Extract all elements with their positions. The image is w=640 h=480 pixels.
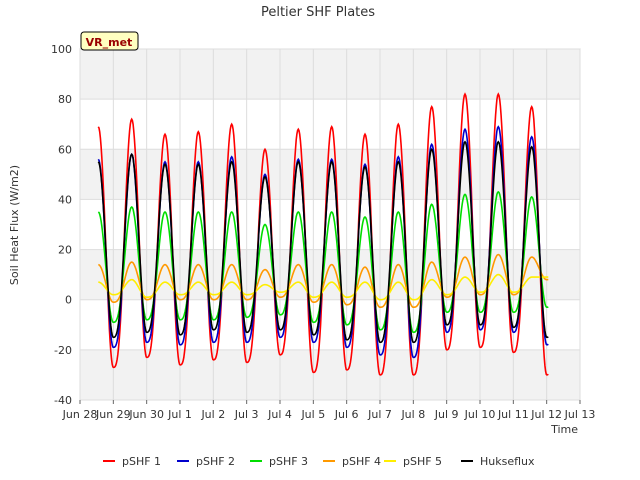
legend-item: pSHF 3 xyxy=(250,455,308,468)
x-tick-label: Jul 6 xyxy=(334,408,359,421)
chart-title: Peltier SHF Plates xyxy=(261,5,375,20)
grid-band xyxy=(80,349,580,400)
legend-label: pSHF 4 xyxy=(342,455,381,468)
x-tick-label: Jul 4 xyxy=(267,408,292,421)
x-tick-label: Jun 29 xyxy=(95,408,131,421)
y-tick-label: 100 xyxy=(51,43,72,56)
series-line-hukseflux xyxy=(97,140,549,344)
y-tick-label: -40 xyxy=(54,394,72,407)
x-tick-label: Jul 11 xyxy=(497,408,529,421)
annotation-box: VR_met xyxy=(80,31,139,51)
x-tick-label: Jul 5 xyxy=(300,408,325,421)
x-tick-label: Jul 3 xyxy=(234,408,259,421)
legend-item: Hukseflux xyxy=(461,455,535,468)
legend-item: pSHF 4 xyxy=(323,455,381,468)
legend-item: pSHF 2 xyxy=(177,455,235,468)
series-line-pshf-5 xyxy=(98,273,549,301)
legend-item: pSHF 5 xyxy=(384,455,442,468)
x-tick-label: Jul 2 xyxy=(200,408,225,421)
series-lines xyxy=(97,92,549,376)
legend-label: pSHF 5 xyxy=(403,455,442,468)
legend-label: Hukseflux xyxy=(480,455,535,468)
y-tick-label: 80 xyxy=(58,93,72,106)
legend-item: pSHF 1 xyxy=(103,455,161,468)
x-tick-label: Jul 1 xyxy=(167,408,192,421)
legend-label: pSHF 3 xyxy=(269,455,308,468)
annotation-text: VR_met xyxy=(86,36,133,49)
series-line-pshf-4 xyxy=(98,253,549,308)
grid-band xyxy=(80,49,580,100)
legend: pSHF 1 pSHF 2 pSHF 3 pSHF 4 pSHF 5 Hukseflux xyxy=(103,455,535,468)
x-tick-label: Jun 28 xyxy=(62,408,98,421)
x-tick-label: Jun 30 xyxy=(128,408,164,421)
y-tick-label: 20 xyxy=(58,244,72,257)
x-tick-label: Jul 12 xyxy=(530,408,562,421)
y-tick-label: -20 xyxy=(54,344,72,357)
y-axis-label: Soil Heat Flux (W/m2) xyxy=(8,165,21,285)
x-tick-label: Jul 7 xyxy=(367,408,392,421)
y-tick-label: 60 xyxy=(58,143,72,156)
grid-bands xyxy=(80,49,580,400)
x-tick-label: Jul 10 xyxy=(464,408,496,421)
legend-label: pSHF 1 xyxy=(122,455,161,468)
legend-label: pSHF 2 xyxy=(196,455,235,468)
y-tick-label: 0 xyxy=(65,294,72,307)
x-axis-label: Time xyxy=(550,423,578,436)
x-tick-label: Jul 8 xyxy=(400,408,425,421)
y-tick-label: 40 xyxy=(58,193,72,206)
x-tick-label: Jul 9 xyxy=(434,408,459,421)
y-axis: -40 -20 0 20 40 60 80 100 xyxy=(51,43,72,407)
x-tick-label: Jul 13 xyxy=(564,408,596,421)
